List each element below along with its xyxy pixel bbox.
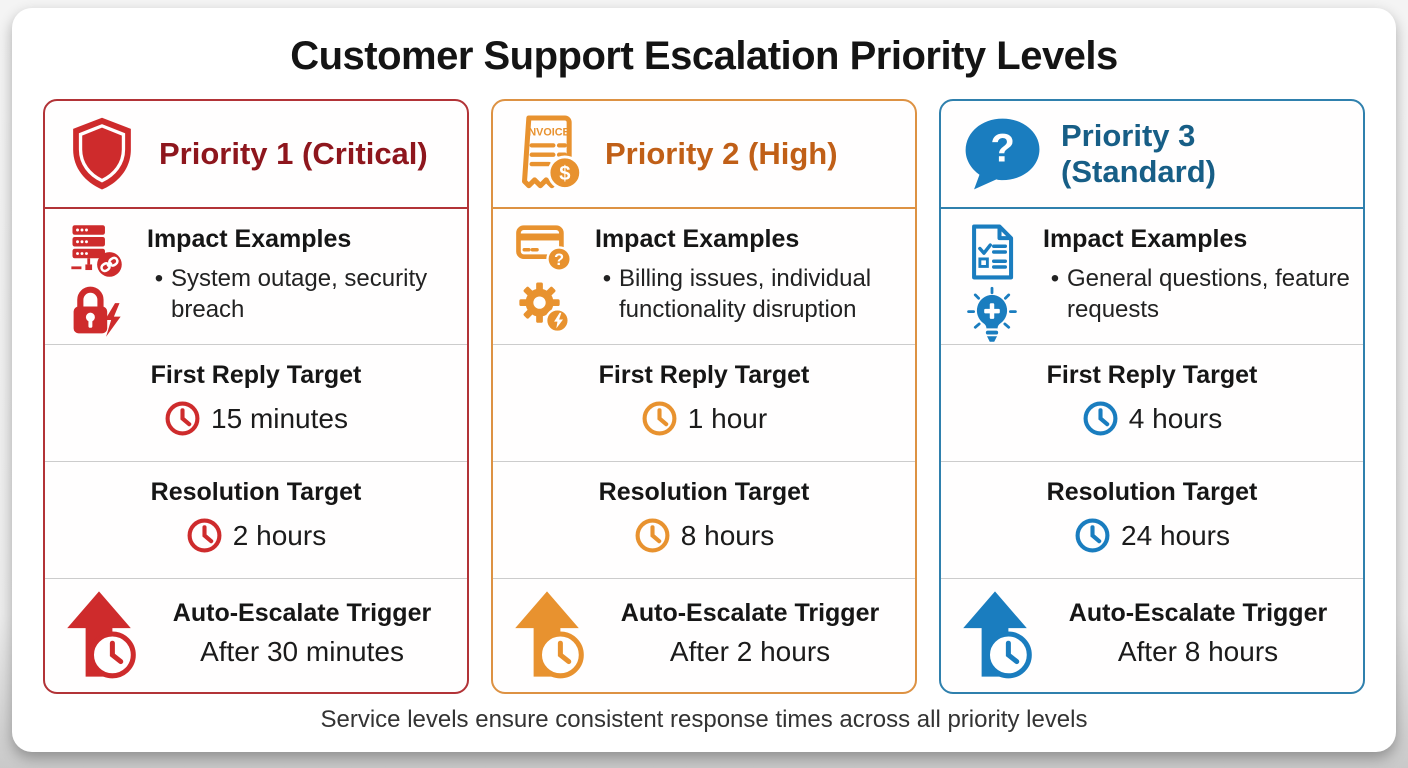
- resolution-value: 24 hours: [1121, 519, 1230, 551]
- escalate-arrow-clock-icon: [505, 588, 589, 680]
- priority-columns: Priority 1 (Critical): [12, 99, 1396, 694]
- priority-2-title: Priority 2 (High): [605, 136, 838, 171]
- clock-icon: [1074, 517, 1111, 554]
- escalate-value: After 8 hours: [1117, 636, 1279, 667]
- priority-3-escalate-section: Auto-Escalate Trigger After 8 hours: [941, 579, 1363, 692]
- clock-icon: [1082, 400, 1119, 437]
- first-reply-value: 15 minutes: [211, 402, 348, 434]
- svg-text:?: ?: [990, 127, 1014, 171]
- priority-2-resolution-section: Resolution Target 8 hours: [493, 462, 915, 579]
- checklist-doc-icon: [966, 223, 1018, 286]
- escalate-arrow-clock-icon: [953, 588, 1037, 680]
- bullet-dot: •: [1050, 265, 1060, 292]
- invoice-icon: INVOICE $: [513, 113, 585, 195]
- lightbulb-plus-icon: [964, 286, 1020, 349]
- escalate-value: After 30 minutes: [200, 636, 404, 667]
- question-bubble-icon: ?: [961, 115, 1041, 193]
- bullet-dot: •: [154, 265, 164, 292]
- impact-example-item: • Billing issues, individual functionali…: [595, 264, 903, 325]
- impact-examples-heading: Impact Examples: [595, 225, 800, 253]
- escalate-value: After 2 hours: [669, 636, 831, 667]
- svg-text:INVOICE: INVOICE: [525, 126, 569, 138]
- priority-2-impact-section: ?: [493, 209, 915, 345]
- credit-card-question-icon: ?: [515, 223, 573, 278]
- impact-example-item: • General questions, feature requests: [1043, 264, 1351, 325]
- priority-3-header: ? Priority 3 (Standard): [941, 101, 1363, 209]
- priority-1-card: Priority 1 (Critical): [43, 99, 469, 694]
- escalate-heading: Auto-Escalate Trigger: [172, 599, 432, 627]
- priority-2-header: INVOICE $ Priority 2 (High): [493, 101, 915, 209]
- infographic-card: Customer Support Escalation Priority Lev…: [12, 8, 1396, 752]
- impact-example-text: System outage, security breach: [171, 265, 428, 323]
- footer-note: Service levels ensure consistent respons…: [320, 706, 1088, 733]
- clock-icon: [641, 400, 678, 437]
- first-reply-heading: First Reply Target: [1046, 361, 1258, 389]
- priority-2-first-reply-section: First Reply Target 1 hour: [493, 345, 915, 462]
- priority-1-first-reply-section: First Reply Target 15 minutes: [45, 345, 467, 462]
- first-reply-heading: First Reply Target: [150, 361, 362, 389]
- resolution-heading: Resolution Target: [1046, 478, 1258, 506]
- first-reply-heading: First Reply Target: [598, 361, 810, 389]
- priority-1-impact-section: Impact Examples • System outage, securit…: [45, 209, 467, 345]
- resolution-value: 2 hours: [232, 519, 327, 551]
- impact-example-item: • System outage, security breach: [147, 264, 455, 325]
- priority-3-resolution-section: Resolution Target 24 hours: [941, 462, 1363, 579]
- priority-1-header: Priority 1 (Critical): [45, 101, 467, 209]
- resolution-heading: Resolution Target: [150, 478, 362, 506]
- svg-text:?: ?: [554, 251, 564, 269]
- escalate-arrow-clock-icon: [57, 588, 141, 680]
- bullet-dot: •: [602, 265, 612, 292]
- priority-2-card: INVOICE $ Priority 2 (High): [491, 99, 917, 694]
- priority-1-impact-icons: [61, 221, 131, 337]
- clock-icon: [164, 400, 201, 437]
- clock-icon: [186, 517, 223, 554]
- escalate-heading: Auto-Escalate Trigger: [620, 599, 880, 627]
- svg-text:$: $: [559, 163, 570, 185]
- priority-3-impact-icons: [957, 221, 1027, 342]
- resolution-heading: Resolution Target: [598, 478, 810, 506]
- impact-examples-heading: Impact Examples: [1043, 225, 1248, 253]
- priority-3-card: ? Priority 3 (Standard): [939, 99, 1365, 694]
- priority-1-title: Priority 1 (Critical): [159, 136, 428, 171]
- shield-icon: [65, 114, 139, 194]
- page-title: Customer Support Escalation Priority Lev…: [290, 34, 1118, 78]
- clock-icon: [634, 517, 671, 554]
- priority-2-impact-icons: ?: [509, 221, 579, 336]
- priority-2-escalate-section: Auto-Escalate Trigger After 2 hours: [493, 579, 915, 692]
- impact-examples-heading: Impact Examples: [147, 225, 352, 253]
- gear-bolt-icon: [516, 278, 572, 339]
- priority-3-first-reply-section: First Reply Target 4 hours: [941, 345, 1363, 462]
- priority-3-title: Priority 3 (Standard): [1061, 118, 1216, 189]
- first-reply-value: 1 hour: [687, 402, 768, 434]
- impact-example-text: Billing issues, individual functionality…: [619, 265, 872, 323]
- server-link-icon: [68, 223, 124, 284]
- first-reply-value: 4 hours: [1128, 402, 1223, 434]
- resolution-value: 8 hours: [680, 519, 775, 551]
- lock-bolt-icon: [68, 284, 124, 343]
- priority-1-escalate-section: Auto-Escalate Trigger After 30 minutes: [45, 579, 467, 692]
- priority-3-impact-section: Impact Examples • General questions, fea…: [941, 209, 1363, 345]
- priority-1-resolution-section: Resolution Target 2 hours: [45, 462, 467, 579]
- impact-example-text: General questions, feature requests: [1067, 265, 1350, 323]
- escalate-heading: Auto-Escalate Trigger: [1068, 599, 1328, 627]
